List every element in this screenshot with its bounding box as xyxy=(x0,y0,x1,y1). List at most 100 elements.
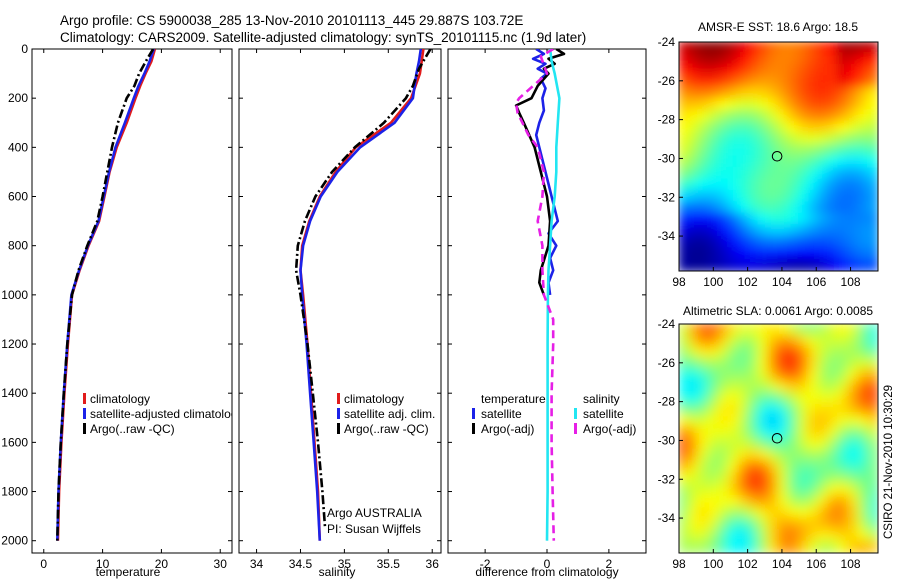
heatmap-cell xyxy=(717,529,730,543)
x-tick-label: 36 xyxy=(426,557,440,571)
heatmap-cell xyxy=(867,506,878,520)
y-tick-label: 200 xyxy=(8,91,28,105)
heatmap-cell xyxy=(727,483,740,497)
heatmap-cell xyxy=(697,357,710,371)
heatmap-cell xyxy=(757,42,770,55)
heatmap-cell xyxy=(727,258,740,271)
legend-swatch-satellite xyxy=(337,408,340,419)
series-line-satellite-adjusted-climatology xyxy=(56,49,156,541)
heatmap-cell xyxy=(757,75,770,89)
heatmap-cell xyxy=(837,414,850,429)
heatmap-cell xyxy=(727,155,740,169)
difference-ticks: -2 0 2 xyxy=(448,48,646,571)
heatmap-cell xyxy=(757,258,770,271)
heatmap-cell xyxy=(727,448,740,463)
heatmap-cell xyxy=(847,201,860,215)
heatmap-cell xyxy=(777,75,790,89)
heatmap-cell xyxy=(817,235,830,250)
heatmap-cell xyxy=(807,517,820,532)
legend-label-climatology: climatology xyxy=(90,392,150,406)
heatmap-cell xyxy=(679,529,690,543)
heatmap-cell xyxy=(827,334,840,348)
heatmap-cell xyxy=(757,178,770,192)
heatmap-cell xyxy=(807,483,820,497)
heatmap-cell xyxy=(737,75,750,89)
heatmap-cell xyxy=(757,540,770,553)
heatmap-cell xyxy=(807,109,820,124)
heatmap-cell xyxy=(827,368,840,383)
heatmap-cell xyxy=(817,345,830,360)
heatmap-cell xyxy=(777,517,790,532)
heatmap-cell xyxy=(727,517,740,532)
x-tick-label: 0 xyxy=(544,557,551,571)
heatmap-cell xyxy=(847,334,860,348)
heatmap-cell xyxy=(679,391,690,406)
heatmap-cell xyxy=(697,506,710,520)
heatmap-cell xyxy=(817,224,830,238)
heatmap-cell xyxy=(737,334,750,348)
heatmap-cell xyxy=(679,144,690,158)
heatmap-cell xyxy=(807,224,820,238)
y-tick-label: 600 xyxy=(8,190,28,204)
heatmap-cell xyxy=(777,98,790,112)
heatmap-cell xyxy=(847,75,860,89)
legend-swatch-temp-satellite xyxy=(472,408,475,419)
legend-swatch-temp-argo xyxy=(472,423,475,434)
heatmap-cell xyxy=(717,494,730,509)
heatmap-cell xyxy=(697,517,710,532)
y-tick-label: -24 xyxy=(658,317,676,331)
heatmap-cell xyxy=(707,517,720,532)
heatmap-cell xyxy=(857,132,870,147)
heatmap-cell xyxy=(857,109,870,124)
heatmap-cell xyxy=(807,345,820,360)
heatmap-cell xyxy=(687,334,700,348)
heatmap-cell xyxy=(847,324,860,337)
heatmap-cell xyxy=(707,471,720,486)
heatmap-cell xyxy=(857,42,870,55)
heatmap-cell xyxy=(817,132,830,147)
heatmap-cell xyxy=(817,380,830,394)
heatmap-cell xyxy=(837,517,850,532)
heatmap-cell xyxy=(767,42,780,55)
heatmap-cell xyxy=(747,178,760,192)
heatmap-cell xyxy=(757,357,770,371)
heatmap-cell xyxy=(797,324,810,337)
heatmap-cell xyxy=(827,494,840,509)
heatmap-cell xyxy=(687,75,700,89)
heatmap-cell xyxy=(697,426,710,440)
heatmap-cell xyxy=(837,212,850,227)
legend-swatch-climatology xyxy=(83,393,86,404)
heatmap-cell xyxy=(727,121,740,135)
heatmap-cell xyxy=(787,132,800,147)
heatmap-cell xyxy=(687,86,700,101)
heatmap-cell xyxy=(867,517,878,532)
heatmap-cell xyxy=(717,324,730,337)
heatmap-cell xyxy=(837,324,850,337)
heatmap-cell xyxy=(679,212,690,227)
heatmap-cell xyxy=(847,42,860,55)
heatmap-cell xyxy=(707,63,720,78)
heatmap-cell xyxy=(867,144,878,158)
heatmap-cell xyxy=(757,155,770,169)
heatmap-cell xyxy=(707,529,720,543)
heatmap-cell xyxy=(697,144,710,158)
heatmap-cell xyxy=(679,258,690,271)
heatmap-cell xyxy=(697,483,710,497)
y-tick-label: 800 xyxy=(8,239,28,253)
legend-swatch-sal-argo xyxy=(574,423,577,434)
heatmap-cell xyxy=(767,471,780,486)
heatmap-cell xyxy=(777,414,790,429)
heatmap-cell xyxy=(787,121,800,135)
temperature-lines xyxy=(56,49,157,541)
heatmap-cell xyxy=(837,166,850,181)
heatmap-cell xyxy=(827,75,840,89)
heatmap-cell xyxy=(717,460,730,474)
heatmap-cell xyxy=(687,189,700,204)
heatmap-cell xyxy=(757,471,770,486)
y-tick-label: -32 xyxy=(658,190,676,204)
heatmap-cell xyxy=(767,540,780,553)
heatmap-cell xyxy=(707,540,720,553)
heatmap-cell xyxy=(797,529,810,543)
heatmap-cell xyxy=(817,334,830,348)
heatmap-cell xyxy=(867,380,878,394)
